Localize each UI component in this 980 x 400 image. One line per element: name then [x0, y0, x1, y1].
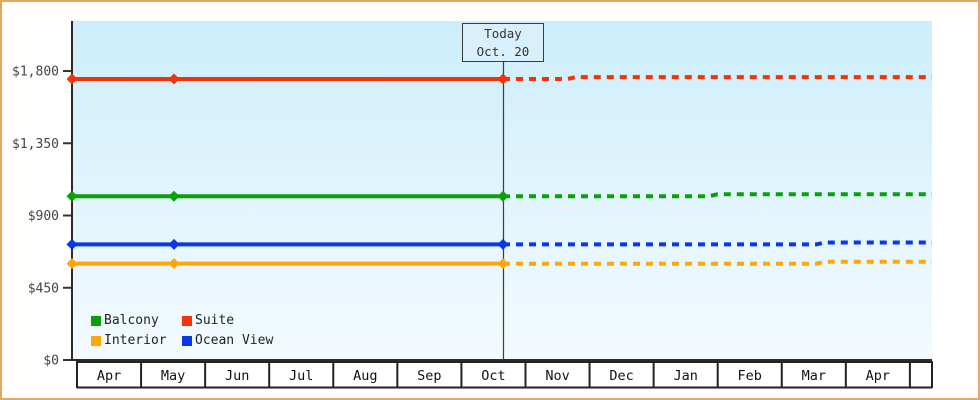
marker-suite	[168, 73, 180, 85]
month-label: Jun	[225, 368, 249, 384]
marker-ocean-view	[497, 238, 509, 250]
y-tick-label: $0	[43, 354, 59, 369]
marker-ocean-view	[168, 238, 180, 250]
month-label: Oct	[481, 368, 505, 384]
plot-background	[73, 21, 932, 360]
month-label: Dec	[609, 368, 633, 384]
marker-suite	[66, 73, 78, 85]
legend-item-suite: Suite	[182, 313, 273, 328]
month-label: May	[161, 368, 185, 384]
legend-item-balcony: Balcony	[91, 313, 182, 328]
legend: Balcony Suite Interior Ocean View	[91, 313, 273, 348]
forecast-line-balcony	[503, 192, 932, 199]
legend-swatch-balcony	[91, 315, 101, 326]
marker-interior	[66, 258, 78, 270]
month-label: Jan	[673, 368, 697, 384]
marker-balcony	[497, 190, 509, 202]
y-tick-label: $900	[28, 209, 59, 224]
forecast-line-suite	[503, 75, 932, 81]
forecast-line-interior	[503, 259, 932, 266]
marker-balcony	[66, 190, 78, 202]
y-tick-label: $1,350	[12, 137, 59, 152]
marker-interior	[168, 258, 180, 270]
today-flag-title: Today	[484, 26, 522, 41]
legend-swatch-suite	[182, 315, 192, 326]
legend-label-interior: Interior	[104, 333, 167, 348]
legend-label-ocean-view: Ocean View	[195, 333, 274, 348]
legend-swatch-interior	[91, 335, 101, 346]
legend-swatch-ocean-view	[182, 335, 192, 346]
marker-interior	[497, 258, 509, 270]
month-label: Aug	[353, 368, 377, 384]
legend-item-ocean-view: Ocean View	[182, 333, 273, 348]
month-label: Apr	[97, 368, 121, 384]
today-flag: Today Oct. 20	[462, 23, 544, 62]
month-label: Apr	[866, 368, 890, 384]
month-label: Feb	[738, 368, 762, 384]
month-label: Nov	[545, 368, 569, 384]
legend-label-balcony: Balcony	[104, 313, 159, 328]
forecast-line-ocean-view	[503, 240, 932, 247]
y-tick-label: $1,800	[12, 65, 59, 80]
month-label: Jul	[289, 368, 313, 384]
legend-item-interior: Interior	[91, 333, 182, 348]
month-label: Mar	[802, 368, 826, 384]
today-flag-date: Oct. 20	[476, 44, 530, 59]
legend-label-suite: Suite	[195, 313, 235, 328]
marker-suite	[497, 73, 509, 85]
y-tick-label: $450	[28, 281, 59, 296]
marker-balcony	[168, 190, 180, 202]
month-label: Sep	[417, 368, 441, 384]
marker-ocean-view	[66, 238, 78, 250]
